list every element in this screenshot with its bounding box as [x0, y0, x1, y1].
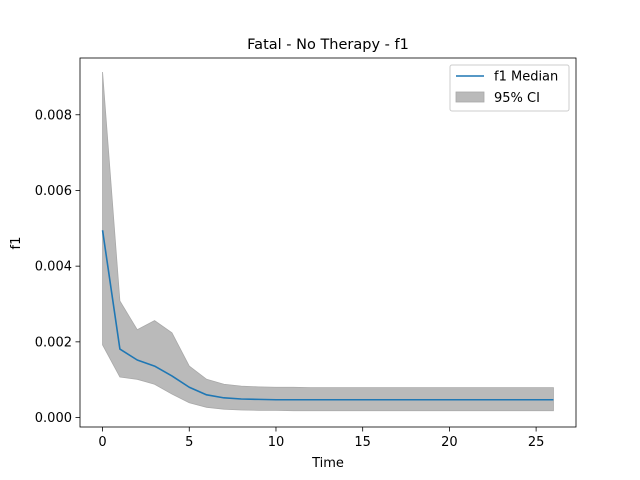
legend-ci-patch-icon [455, 91, 485, 103]
y-tick-label: 0.002 [35, 335, 72, 350]
x-tick-label: 25 [528, 435, 545, 450]
x-tick-label: 15 [354, 435, 371, 450]
y-axis-label: f1 [9, 237, 24, 250]
x-tick-label: 0 [98, 435, 106, 450]
x-tick-label: 10 [268, 435, 285, 450]
x-tick-label: 20 [441, 435, 458, 450]
legend: f1 Median 95% CI [449, 64, 570, 112]
y-tick-label: 0.008 [35, 108, 72, 123]
y-tick-label: 0.004 [35, 260, 72, 275]
axes-layer: 0 5 10 15 20 25 0.000 0.002 0.004 0.006 0.008 [35, 108, 545, 450]
y-tick-label: 0.000 [35, 411, 72, 426]
plot-frame [79, 57, 577, 428]
y-tick-label: 0.006 [35, 184, 72, 199]
legend-ci-label: 95% CI [494, 91, 540, 106]
x-axis-label: Time [311, 456, 344, 471]
chart-title: Fatal - No Therapy - f1 [247, 37, 409, 53]
ci-band [102, 71, 554, 412]
plot-layer [101, 71, 554, 412]
x-tick-label: 5 [185, 435, 193, 450]
median-line [101, 230, 554, 401]
legend-median-label: f1 Median [494, 70, 558, 85]
